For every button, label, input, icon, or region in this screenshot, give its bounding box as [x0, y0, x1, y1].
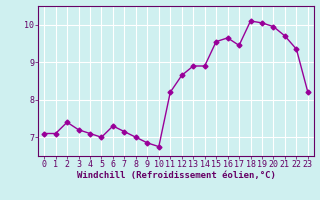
- X-axis label: Windchill (Refroidissement éolien,°C): Windchill (Refroidissement éolien,°C): [76, 171, 276, 180]
